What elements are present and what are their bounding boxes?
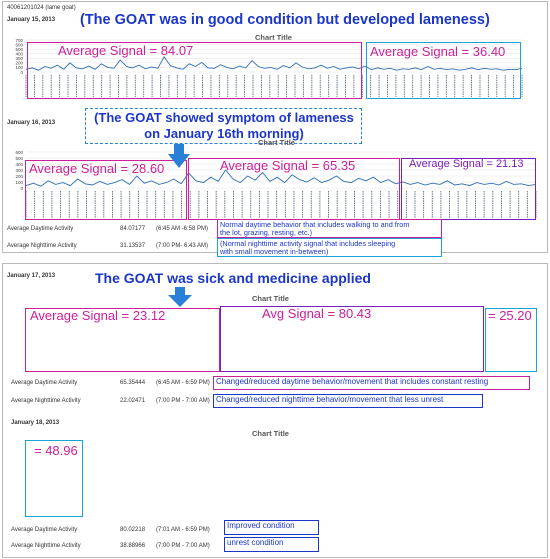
daytime-label-jan17: Average Daytime Activity (11, 380, 78, 386)
series-line (25, 169, 537, 187)
signal-label-c3b: Avg Signal = 80.43 (262, 306, 372, 321)
y-tick-label: 0 (20, 186, 23, 191)
signal-label-c3a: Average Signal = 23.12 (30, 308, 166, 323)
signal-label-c1a: Average Signal = 84.07 (58, 43, 194, 58)
signal-label-c3c: = 25.20 (488, 308, 532, 323)
daytime-region-box-1 (27, 42, 362, 99)
y-tick-label: 400 (15, 162, 23, 167)
daytime-label-jan16: Average Daytime Activity (7, 226, 74, 232)
y-tick-label: 400 (15, 52, 23, 57)
y-tick-label: 100 (15, 180, 23, 185)
note-normal-nighttime: (Normal nighttime activity signal that i… (217, 238, 442, 257)
y-tick-label: 300 (15, 168, 23, 173)
nighttime-value-jan16: 31.13537 (120, 243, 146, 249)
y-tick-label: 0 (20, 70, 23, 75)
y-tick-label: 200 (15, 61, 23, 66)
signal-label-c4a: = 48.96 (34, 443, 78, 458)
y-tick-label: 600 (15, 150, 23, 155)
series-line (25, 56, 523, 71)
lameness-symptom-box (85, 108, 362, 144)
headline-sick: The GOAT was sick and medicine applied (95, 270, 371, 286)
signal-label-c1b: Average Signal = 36.40 (370, 44, 506, 59)
note-reduced-nighttime: Changed/reduced nighttime behavior/movem… (213, 394, 483, 408)
signal-label-c2a: Average Signal = 28.60 (29, 161, 165, 176)
daytime-time-jan18: (7:01 AM - 6:59 PM) (156, 527, 210, 533)
note-normal-nighttime-line1: (Normal nighttime activity signal that i… (220, 239, 396, 248)
region-box-2a (25, 160, 187, 220)
down-arrow-icon-2 (168, 287, 192, 307)
nighttime-value-jan17: 22.02471 (120, 398, 146, 404)
note-normal-daytime-line2: the lot, grazing, resting, etc.) (220, 228, 313, 237)
chart-title-4: Chart Title (252, 429, 289, 438)
nighttime-label-jan17: Average Nighttime Activity (11, 398, 81, 404)
y-tick-label: 200 (15, 174, 23, 179)
nighttime-value-jan18: 38.88966 (120, 543, 146, 549)
date-label-jan18: January 18, 2013 (11, 420, 60, 426)
region-box-3b (220, 306, 484, 372)
signal-label-c2c: Average Signal = 21.13 (409, 158, 524, 170)
signal-label-c2b: Average Signal = 65.35 (220, 158, 356, 173)
region-box-3a (25, 308, 220, 372)
note-improved: Improved condition (224, 520, 319, 535)
region-box-2c (401, 158, 536, 220)
nighttime-time-jan17: (7:00 PM - 7:00 AM) (156, 398, 210, 404)
date-label-jan15: January 15, 2013 (7, 17, 56, 23)
daytime-label-jan18: Average Daytime Activity (11, 527, 78, 533)
nighttime-label-jan16: Average Nighttime Activity (7, 243, 77, 249)
note-normal-nighttime-line2: with small movement in-between) (220, 247, 329, 256)
nighttime-label-jan18: Average Nighttime Activity (11, 543, 81, 549)
note-normal-daytime-line1: Normal daytime behavior that includes wa… (220, 220, 410, 229)
chart-title-2: Chart Title (258, 138, 295, 147)
note-normal-daytime: Normal daytime behavior that includes wa… (217, 219, 442, 238)
goat-id-label: 40061201024 (lame goat) (7, 5, 76, 11)
bottom-panel (2, 263, 548, 558)
y-tick-label: 700 (15, 38, 23, 43)
nighttime-region-box-1 (366, 42, 521, 99)
note-unrest: unrest condition (224, 537, 319, 552)
daytime-value-jan18: 80.02218 (120, 527, 146, 533)
y-tick-label: 600 (15, 42, 23, 47)
daytime-time-jan16: (6:45 AM -6:58 PM) (156, 226, 209, 232)
daytime-value-jan16: 84.07177 (120, 226, 146, 232)
y-tick-label: 500 (15, 156, 23, 161)
headline-good-condition: (The GOAT was in good condition but deve… (80, 12, 490, 28)
y-tick-label: 500 (15, 47, 23, 52)
region-box-4a (25, 440, 83, 517)
y-tick-label: 100 (15, 65, 23, 70)
chart-title-1: Chart Title (255, 33, 292, 42)
note-reduced-daytime: Changed/reduced daytime behavior/movemen… (213, 376, 530, 390)
daytime-value-jan17: 65.35444 (120, 380, 146, 386)
top-panel (2, 1, 548, 253)
headline-symptom-line1: (The GOAT showed symptom of lameness (94, 110, 354, 125)
nighttime-time-jan16: (7:00 PM- 6:43 AM) (156, 243, 209, 249)
down-arrow-icon-1 (168, 144, 190, 168)
daytime-time-jan17: (6:45 AM - 6:59 PM) (156, 380, 210, 386)
chart-title-3: Chart Title (252, 294, 289, 303)
date-label-jan17: January 17, 2013 (7, 273, 56, 279)
nighttime-time-jan18: (7:00 PM - 7:00 AM) (156, 543, 210, 549)
y-tick-label: 300 (15, 56, 23, 61)
date-label-jan16: January 16, 2013 (7, 120, 56, 126)
region-box-3c (485, 308, 537, 372)
headline-symptom-line2: on January 16th morning) (144, 126, 304, 141)
